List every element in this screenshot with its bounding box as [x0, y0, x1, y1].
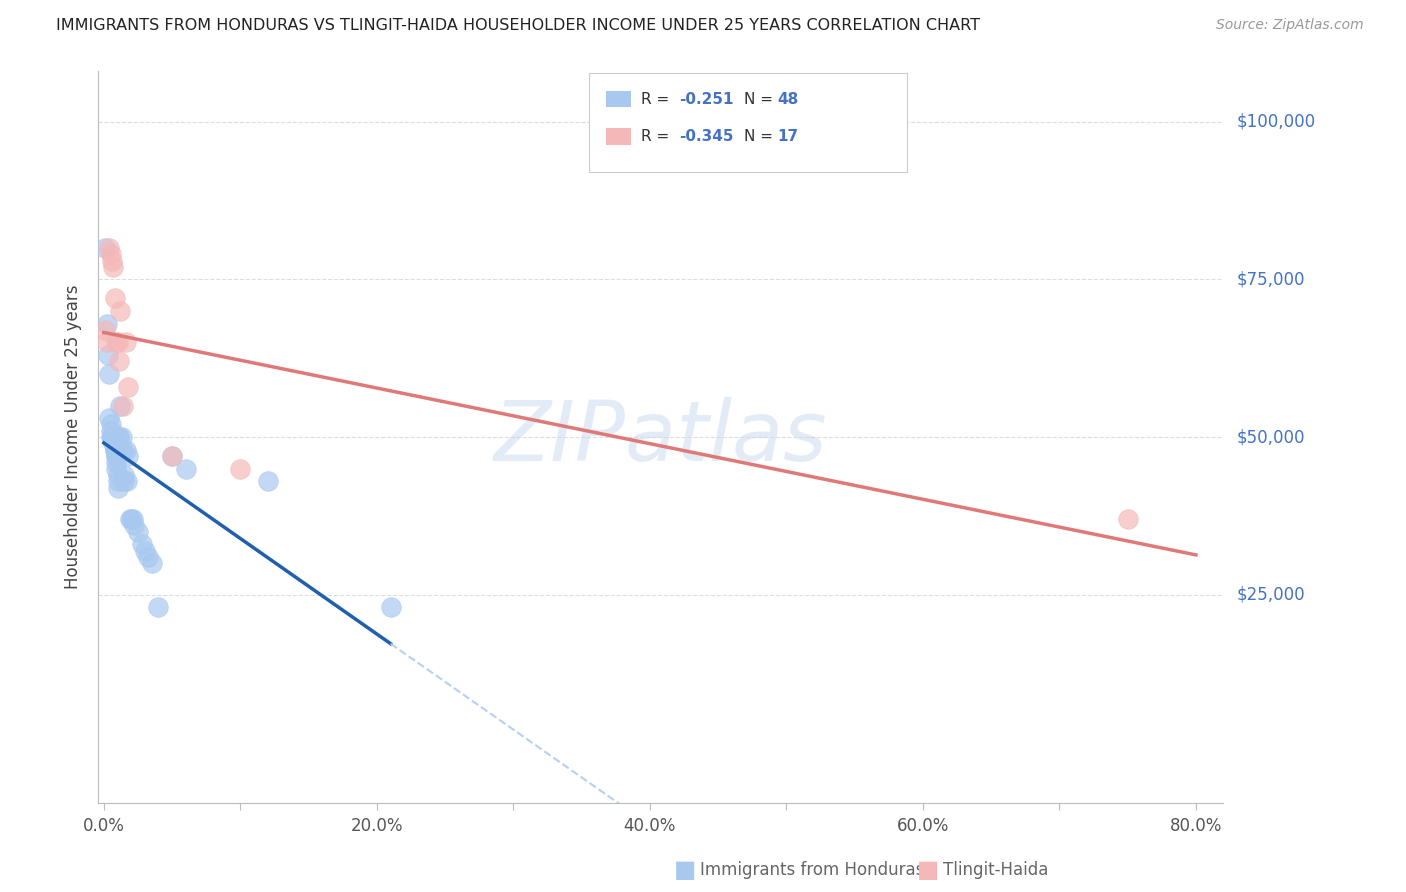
- Text: Immigrants from Honduras: Immigrants from Honduras: [700, 861, 925, 879]
- Point: [104, 442, 127, 457]
- Text: R =: R =: [641, 92, 675, 106]
- Text: Tlingit-Haida: Tlingit-Haida: [943, 861, 1049, 879]
- Point: [114, 335, 136, 350]
- Point: [101, 430, 124, 444]
- Point: [105, 335, 128, 350]
- Point: [160, 449, 183, 463]
- Text: -0.251: -0.251: [679, 92, 734, 106]
- Y-axis label: Householder Income Under 25 years: Householder Income Under 25 years: [65, 285, 83, 590]
- Point: [104, 291, 127, 305]
- Text: N =: N =: [744, 129, 778, 144]
- Point: [117, 379, 139, 393]
- Point: [118, 512, 141, 526]
- Text: -0.345: -0.345: [679, 129, 734, 144]
- Point: [110, 304, 132, 318]
- Point: [111, 399, 134, 413]
- Point: [103, 430, 125, 444]
- Point: [1116, 512, 1139, 526]
- Point: [111, 430, 134, 444]
- Point: [107, 467, 129, 482]
- Point: [105, 461, 128, 475]
- Point: [107, 335, 129, 350]
- Text: $25,000: $25,000: [1237, 586, 1306, 604]
- Point: [103, 436, 125, 450]
- Point: [104, 442, 127, 457]
- Text: $50,000: $50,000: [1237, 428, 1306, 446]
- Point: [98, 241, 121, 255]
- Point: [96, 335, 118, 350]
- Point: [100, 430, 122, 444]
- Text: $100,000: $100,000: [1237, 112, 1316, 131]
- Point: [136, 549, 159, 564]
- Point: [108, 430, 131, 444]
- Point: [98, 411, 121, 425]
- Text: $75,000: $75,000: [1237, 270, 1306, 288]
- Point: [111, 442, 134, 457]
- Point: [108, 354, 131, 368]
- Text: ■: ■: [673, 858, 696, 881]
- Text: R =: R =: [641, 129, 675, 144]
- Point: [110, 399, 132, 413]
- Point: [97, 348, 120, 362]
- Point: [94, 241, 117, 255]
- Text: ■: ■: [917, 858, 939, 881]
- Point: [100, 247, 122, 261]
- Text: 17: 17: [778, 129, 799, 144]
- Point: [160, 449, 183, 463]
- Point: [120, 512, 142, 526]
- Point: [104, 436, 127, 450]
- Point: [101, 430, 124, 444]
- Point: [134, 543, 156, 558]
- Point: [105, 449, 128, 463]
- Point: [127, 524, 149, 539]
- Point: [131, 537, 153, 551]
- Text: IMMIGRANTS FROM HONDURAS VS TLINGIT-HAIDA HOUSEHOLDER INCOME UNDER 25 YEARS CORR: IMMIGRANTS FROM HONDURAS VS TLINGIT-HAID…: [56, 18, 980, 33]
- Text: Source: ZipAtlas.com: Source: ZipAtlas.com: [1216, 18, 1364, 32]
- Point: [101, 430, 124, 444]
- Point: [141, 556, 163, 570]
- Point: [229, 461, 252, 475]
- Point: [96, 317, 118, 331]
- Point: [112, 474, 135, 488]
- Point: [256, 474, 278, 488]
- Point: [174, 461, 197, 475]
- Point: [98, 367, 121, 381]
- Point: [122, 518, 145, 533]
- Point: [114, 442, 136, 457]
- Point: [94, 323, 117, 337]
- Point: [107, 481, 129, 495]
- Point: [121, 512, 143, 526]
- Point: [100, 417, 122, 432]
- Point: [100, 424, 122, 438]
- Text: N =: N =: [744, 92, 778, 106]
- Point: [380, 600, 402, 615]
- Text: 48: 48: [778, 92, 799, 106]
- Point: [148, 600, 170, 615]
- Point: [103, 260, 125, 274]
- Text: ZIPatlas: ZIPatlas: [494, 397, 828, 477]
- Point: [101, 253, 124, 268]
- Point: [107, 474, 129, 488]
- Point: [105, 455, 128, 469]
- Point: [108, 430, 131, 444]
- Point: [117, 449, 139, 463]
- Point: [103, 430, 125, 444]
- Point: [105, 449, 128, 463]
- Point: [112, 467, 135, 482]
- Point: [115, 474, 138, 488]
